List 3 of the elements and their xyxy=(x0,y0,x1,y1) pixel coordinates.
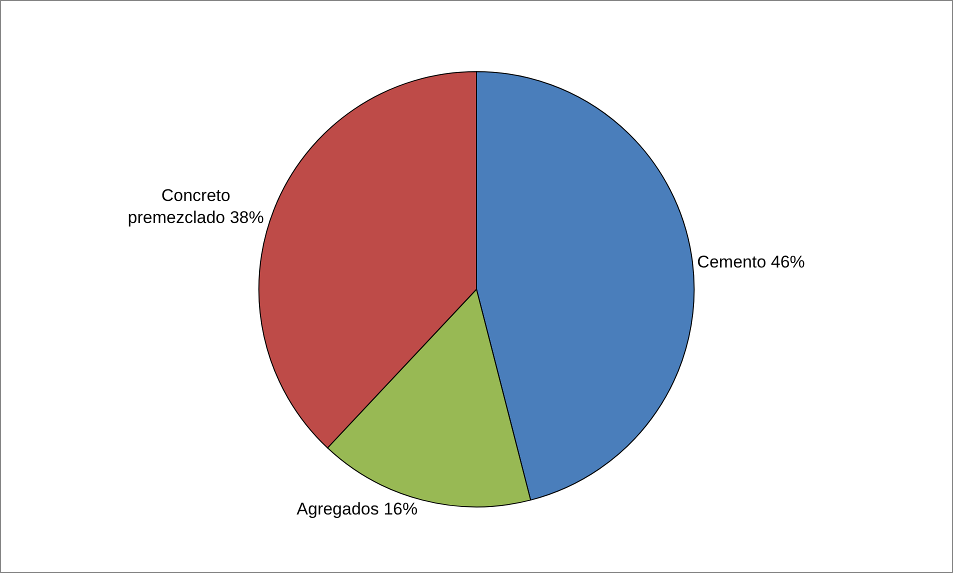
slice-label: Agregados 16% xyxy=(296,499,418,518)
slice-label: Concreto premezclado 38% xyxy=(128,186,264,227)
slice-label: Cemento 46% xyxy=(697,252,805,272)
